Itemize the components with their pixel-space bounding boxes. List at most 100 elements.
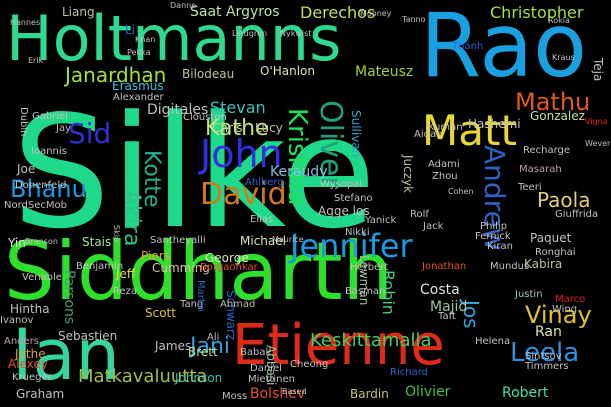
word: Bolshev — [250, 386, 306, 402]
word: Mooney — [360, 9, 392, 18]
word: Adami — [428, 159, 460, 170]
word: Krueger — [12, 372, 52, 383]
word: Rao — [420, 0, 587, 97]
word: Jennifer — [290, 227, 413, 265]
word: Kiran — [487, 241, 513, 252]
word: Erasmus — [112, 79, 164, 93]
word: Vinay — [525, 301, 592, 329]
word: Daniel — [250, 363, 282, 374]
word: Costa — [420, 282, 460, 298]
word: Michael — [240, 234, 286, 248]
word: Wysopal — [320, 179, 363, 190]
word: Parsons — [61, 270, 77, 325]
word: Keraudy — [270, 164, 328, 180]
word: Martin — [195, 280, 206, 312]
word: James — [155, 339, 192, 353]
word: Dubin — [18, 107, 29, 137]
word: George — [205, 251, 249, 265]
word: Teeri — [518, 182, 542, 193]
word: Kabira — [524, 257, 563, 271]
word: Babak — [240, 347, 272, 358]
word: O'Hanlon — [260, 64, 316, 78]
word: Wever — [585, 139, 611, 148]
word: Elias — [250, 214, 274, 225]
word: Tang — [180, 299, 204, 310]
word: Chris — [212, 121, 243, 135]
word: Giuffrida — [555, 209, 599, 220]
word: Herbert — [350, 262, 389, 273]
word: Helena — [475, 336, 511, 347]
word: Clouston — [183, 112, 227, 123]
word: Branson — [25, 237, 58, 246]
word: NordSecMob — [4, 200, 67, 211]
word: Based — [282, 387, 307, 396]
word: Piers — [141, 249, 170, 263]
word: Ali — [207, 332, 220, 343]
word: Christopher — [490, 3, 584, 22]
word: Derechos — [300, 3, 376, 22]
word: Reza — [113, 286, 138, 297]
word: Tanno — [402, 15, 426, 24]
word: Agge los — [318, 204, 370, 218]
word: Bosman — [345, 286, 386, 297]
word: Sebastien — [58, 329, 118, 343]
word: Paola — [537, 188, 591, 212]
word: Mateusz — [355, 64, 414, 80]
word: Leela — [510, 338, 580, 368]
word: Janardhan — [65, 63, 167, 87]
word: Gabriel — [32, 111, 69, 122]
word: Cohen — [448, 187, 474, 196]
word: Zhou — [432, 171, 458, 182]
word: Majid — [430, 299, 468, 315]
word: Nykwist — [280, 29, 312, 38]
word: Hannes — [10, 18, 41, 27]
word: Mathu — [515, 88, 591, 116]
word: Kotte — [139, 150, 164, 208]
word: Ahlberg — [245, 177, 284, 188]
word: Li — [125, 23, 136, 37]
word: Jani — [190, 334, 231, 359]
word: Miettinen — [248, 374, 296, 385]
word: Gonzalez — [530, 109, 585, 123]
word: Teja — [591, 58, 605, 82]
word: Richard — [390, 367, 428, 378]
word: Bilodeau — [182, 67, 235, 81]
word: Bhanu — [10, 175, 87, 203]
word: Johnson — [175, 371, 223, 385]
word: Jay — [56, 123, 71, 134]
word: Olivier — [405, 384, 451, 400]
word: Saat Argyros — [190, 4, 280, 20]
word: Joe — [17, 162, 36, 176]
word: Taft — [438, 311, 456, 322]
word: Rolf — [410, 209, 429, 220]
word: Lindgren — [232, 29, 268, 38]
word: Jack — [423, 221, 444, 232]
word: Yin — [8, 236, 26, 250]
word: Bardin — [350, 387, 389, 401]
word: Benjamin — [76, 261, 124, 272]
word: Kuman — [428, 122, 463, 133]
word: John — [200, 132, 283, 176]
word: Marco — [555, 294, 586, 305]
word: Liang — [62, 5, 95, 19]
word: Holtmanns — [6, 2, 342, 75]
word: Donenfeld — [15, 180, 67, 191]
word: Robert — [502, 385, 549, 401]
word: Mundus — [490, 261, 530, 272]
word: Lucy — [255, 121, 283, 135]
word: Etienne — [232, 313, 445, 378]
word: Jothe — [15, 347, 46, 361]
word: Ian — [12, 314, 120, 396]
word: Ahmad — [220, 299, 256, 310]
word: Ioannis — [31, 146, 67, 157]
word: Graham — [16, 387, 65, 401]
word: Keskittamalla — [310, 330, 432, 351]
word: Juczyk — [401, 155, 415, 194]
word: Timmers — [525, 361, 569, 372]
word: Matkavaluutta — [78, 366, 208, 387]
word: David — [200, 177, 287, 212]
word: Alexander — [113, 92, 164, 103]
word: Stevan — [210, 98, 266, 117]
word: Digitales — [147, 102, 209, 118]
